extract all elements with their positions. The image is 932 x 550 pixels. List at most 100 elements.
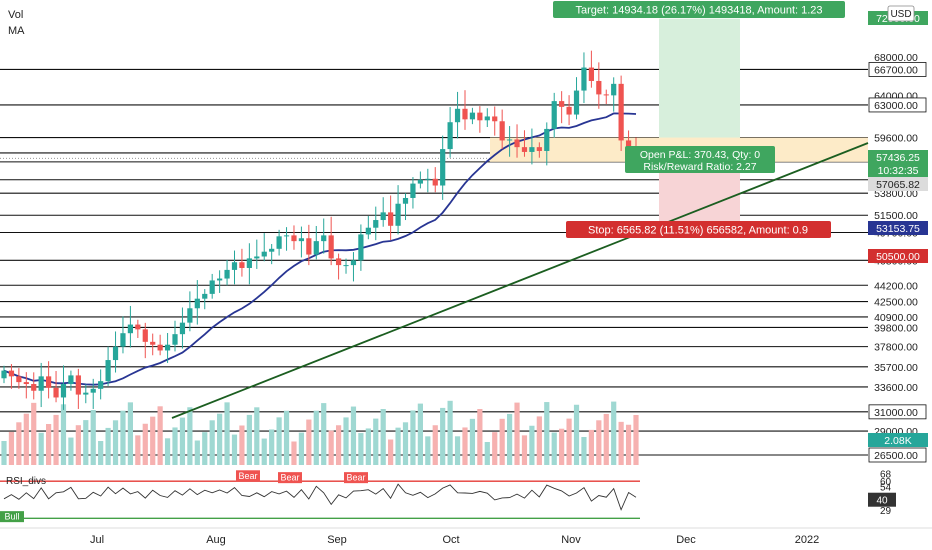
price-axis-label: 68000.00 [874,52,918,64]
legend-ma[interactable]: MA [8,25,25,37]
candle-body [224,269,230,279]
volume-bar [492,432,498,465]
candle-body [187,308,193,323]
price-axis-label: 44200.00 [874,280,918,292]
candle-body [447,122,453,150]
price-tag-bg [868,221,928,235]
volume-bar [559,428,565,465]
month-label: Aug [206,534,226,546]
price-axis-label: 35700.00 [874,362,918,374]
stop-label[interactable]: Stop: 6565.82 (11.51%) 656582, Amount: 0… [566,221,831,238]
candle-body [380,212,386,221]
month-label: Jul [90,534,104,546]
candle-body [373,220,379,228]
candle-body [60,384,67,398]
volume-bar [120,410,126,465]
volume-bar [402,422,409,465]
volume-bar [469,418,476,465]
moving-average-line [3,112,637,386]
volume-bar [380,409,386,465]
candle-body [150,341,156,345]
volume-bar [529,425,535,465]
price-axis-label: 53800.00 [874,188,918,200]
currency-label[interactable]: USD [887,5,915,22]
axis-tag-box [868,404,927,420]
candle-body [8,370,15,377]
rsi-label[interactable]: RSI_divs [6,476,46,487]
price-tag-bg [868,163,928,177]
candle-body [231,262,238,270]
rsi-axis-label: 29 [880,506,892,517]
volume-bar [596,420,602,465]
price-tag-bg [868,433,928,447]
volume-bar [410,410,416,465]
target-label[interactable]: Target: 14934.18 (26.17%) 1493418, Amoun… [553,1,845,18]
volume-bar [291,441,297,465]
candle-body [365,227,371,235]
volume-bar [194,440,200,465]
candle-body [521,147,528,152]
candle-body [120,333,126,347]
candle-body [596,80,602,95]
volume-bar [462,427,468,465]
horizontal-levels [0,68,868,456]
candle-body [283,235,290,237]
candle-body [506,139,513,141]
volume-bar [68,437,74,465]
candle-body [551,101,557,129]
candle-body [425,178,431,180]
volume-bar [335,425,342,465]
volume-bar [31,402,37,465]
volume-bar [425,436,431,465]
candle-body [573,90,580,115]
volume-bar [625,424,632,465]
candle-body [625,140,632,150]
currency-text: USD [890,9,911,20]
candle-body [142,329,148,342]
volume-bar [298,432,305,465]
volume-bar [454,436,461,465]
pnl-label[interactable]: Open P&L: 370.43, Qty: 0 Risk/Reward Rat… [625,146,775,173]
legend-vol[interactable]: Vol [8,9,23,21]
price-tag-bg [868,249,928,263]
price-tag: 57436.25 [876,152,920,164]
volume-bar [611,401,617,465]
volume-bar [536,416,542,465]
price-axis-label: 37800.00 [874,342,918,354]
price-axis-label: 26500.00 [874,450,918,462]
candle-body [105,360,111,382]
volume-bar [23,413,29,465]
volume-bar [417,403,423,465]
candle-body [454,108,461,123]
rsi-tag-text: Bear [346,473,365,483]
candle-body [172,334,178,345]
volume-bar [544,402,550,465]
volume-bar [150,416,156,465]
candle-body [328,235,334,259]
price-tag: 10:32:35 [878,165,919,177]
volume-bar [321,403,327,465]
price-axis-label: 59600.00 [874,133,918,145]
volume-bar [283,410,290,465]
rsi-tag-bg [344,472,368,484]
candle-body [306,238,312,255]
axis-tag-box [868,97,927,113]
candle-body [291,235,297,242]
rsi-tag: Bear [344,472,368,484]
candle-body [529,147,535,152]
volume-bar [217,413,223,465]
price-axis-label: 63000.00 [874,100,918,112]
volume-bar [38,432,44,465]
volume-bar [105,427,111,465]
volume-bar [618,421,624,465]
rsi-tag-text: Bull [4,512,19,522]
volume-bar [112,420,119,465]
volume-bar [60,404,67,465]
candle-body [83,392,89,395]
rsi-axis-label: 68 [880,470,892,481]
candle-body [358,234,364,261]
price-axis-label: 33600.00 [874,382,918,394]
price-tag: 57065.82 [876,179,920,191]
volume-bar [75,425,81,465]
